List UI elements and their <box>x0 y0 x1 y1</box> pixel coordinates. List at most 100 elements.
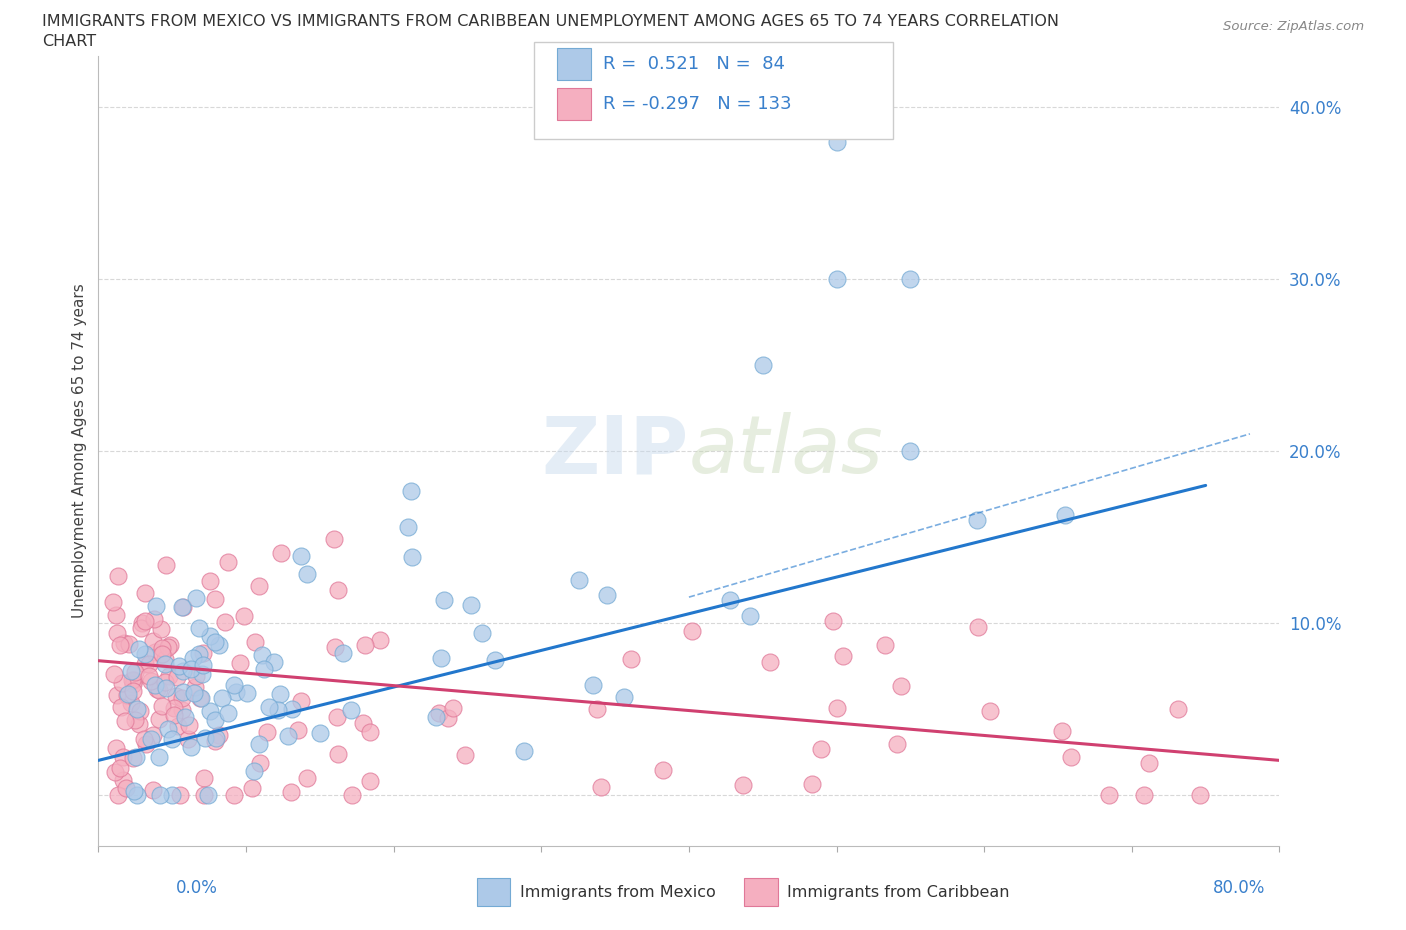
Point <box>204 712 226 727</box>
Point <box>821 614 844 629</box>
Point <box>120 664 142 679</box>
Point <box>295 770 318 785</box>
Point <box>1050 724 1073 738</box>
Point <box>194 731 217 746</box>
Point <box>332 645 354 660</box>
Point <box>191 666 214 681</box>
Point <box>157 722 180 737</box>
Point <box>124 783 146 798</box>
Point <box>759 654 782 669</box>
Point <box>340 788 363 803</box>
Point <box>163 708 186 723</box>
Point <box>181 651 204 666</box>
Point <box>107 788 129 803</box>
Point <box>146 682 169 697</box>
Point <box>117 686 139 701</box>
Point <box>148 683 170 698</box>
Point <box>155 652 177 667</box>
Point <box>425 710 447 724</box>
Point <box>247 578 270 593</box>
Point <box>160 788 183 803</box>
Point <box>183 685 205 700</box>
Point <box>718 592 741 607</box>
Point <box>979 704 1001 719</box>
Point <box>352 715 374 730</box>
Point <box>740 608 762 623</box>
Point <box>325 710 347 724</box>
Point <box>731 777 754 792</box>
Point <box>172 663 194 678</box>
Point <box>427 706 450 721</box>
Point <box>169 788 191 803</box>
Point <box>184 591 207 605</box>
Point <box>184 680 207 695</box>
Point <box>170 691 193 706</box>
Point <box>148 750 170 764</box>
Point <box>170 599 193 614</box>
Point <box>484 653 506 668</box>
Point <box>211 691 233 706</box>
Point <box>204 591 226 606</box>
Point <box>105 687 128 702</box>
Point <box>810 741 832 756</box>
Point <box>110 638 132 653</box>
Point <box>150 621 173 636</box>
Point <box>1167 702 1189 717</box>
Point <box>290 693 312 708</box>
Point <box>1098 788 1121 803</box>
Point <box>368 632 391 647</box>
Point <box>104 764 127 779</box>
Point <box>236 685 259 700</box>
Point <box>135 737 157 751</box>
Point <box>359 774 381 789</box>
Point <box>188 620 211 635</box>
Point <box>170 702 193 717</box>
Point <box>125 788 148 803</box>
Point <box>121 672 143 687</box>
Point <box>267 702 290 717</box>
Point <box>582 677 605 692</box>
Point <box>436 711 458 726</box>
Point <box>142 633 165 648</box>
Point <box>328 747 350 762</box>
Text: Source: ZipAtlas.com: Source: ZipAtlas.com <box>1223 20 1364 33</box>
Text: ZIP: ZIP <box>541 412 689 490</box>
Point <box>430 650 453 665</box>
Point <box>200 573 222 588</box>
Point <box>277 728 299 743</box>
Point <box>890 678 912 693</box>
Point <box>217 554 239 569</box>
Point <box>193 658 215 672</box>
Point <box>281 701 304 716</box>
Point <box>150 641 173 656</box>
Point <box>112 635 135 650</box>
Point <box>103 595 125 610</box>
Point <box>225 684 247 699</box>
Point <box>752 358 775 373</box>
Point <box>591 780 613 795</box>
Point <box>471 626 494 641</box>
Point <box>180 661 202 676</box>
Point <box>134 613 156 628</box>
Point <box>900 444 922 458</box>
Point <box>190 691 212 706</box>
Point <box>252 648 274 663</box>
Point <box>269 686 291 701</box>
Point <box>217 705 239 720</box>
Point <box>134 585 156 600</box>
Point <box>249 755 271 770</box>
Text: 80.0%: 80.0% <box>1213 879 1265 897</box>
Point <box>596 587 619 602</box>
Point <box>359 725 381 740</box>
Point <box>129 620 152 635</box>
Point <box>163 700 186 715</box>
Point <box>124 664 146 679</box>
Point <box>204 734 226 749</box>
Point <box>886 737 908 751</box>
Point <box>112 773 135 788</box>
Point <box>825 272 848 286</box>
Point <box>295 566 318 581</box>
Point <box>138 669 160 684</box>
Point <box>115 687 138 702</box>
Point <box>513 744 536 759</box>
